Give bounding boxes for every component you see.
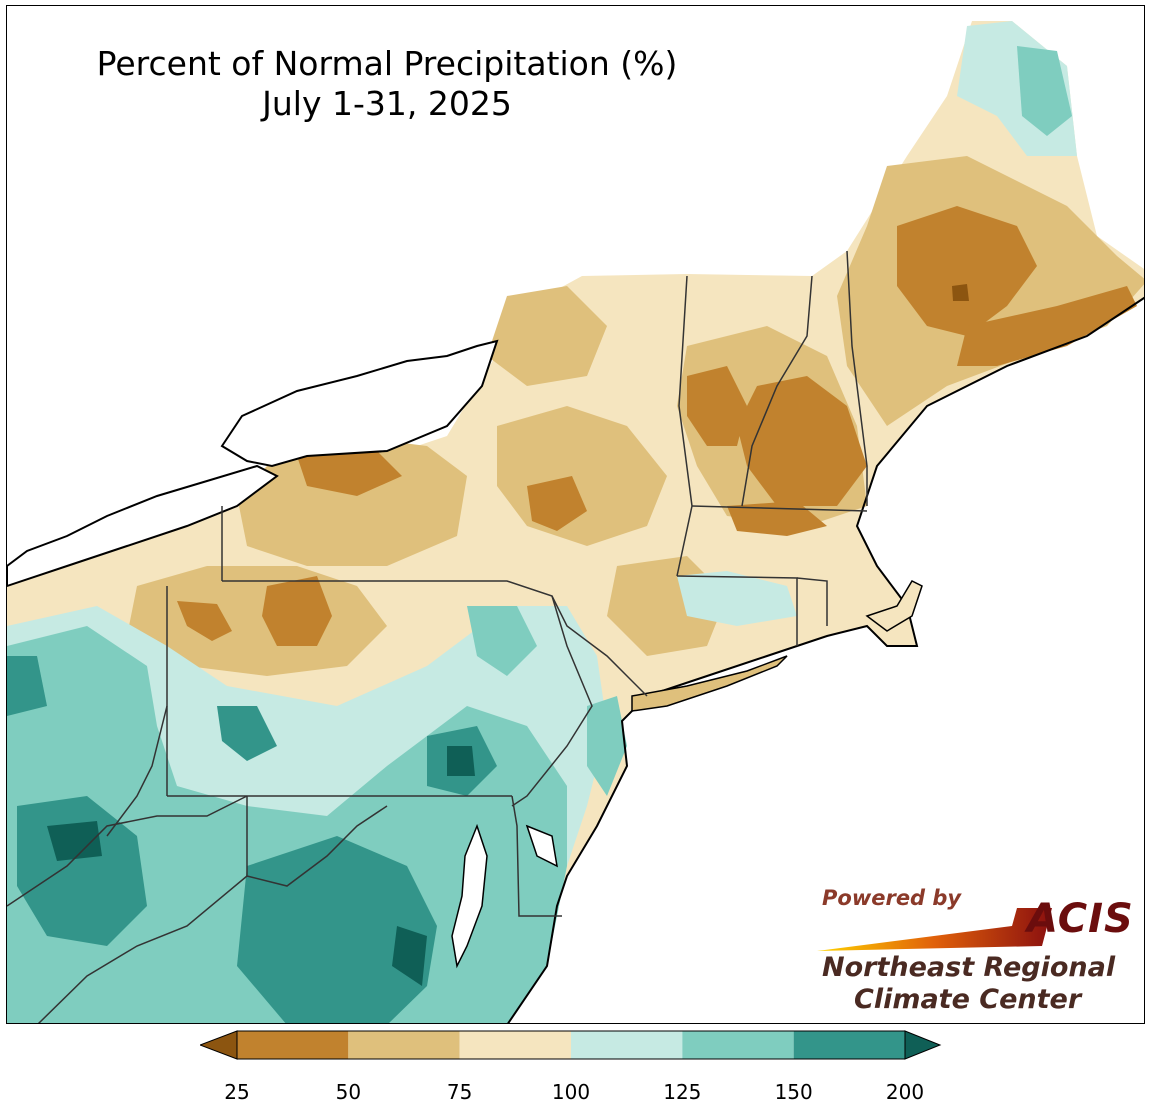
nrcc-name-line1: Northeast Regional [822, 952, 1116, 983]
map-subtitle: July 1-31, 2025 [262, 84, 512, 123]
legend-tick-label: 125 [663, 1080, 702, 1104]
ny-west-dry-region [237, 436, 467, 566]
wv-west-very-wet-region [7, 656, 47, 716]
ny-vt-border [676, 275, 693, 577]
acis-wordmark: ACIS [1027, 896, 1134, 942]
atlantic-coastline [507, 296, 1144, 1023]
legend-bin-50-75 [348, 1031, 460, 1059]
maine-coast-very-dry-region [957, 286, 1137, 366]
legend-under-arrow [200, 1030, 238, 1060]
extreme-dry-areas [952, 284, 969, 301]
legend-bin-100-125 [571, 1031, 683, 1059]
ny-pa-border [222, 580, 648, 697]
legend-tick-label: 100 [551, 1080, 591, 1104]
pa-north-very-dry-region [262, 576, 332, 646]
wv-md-border [7, 795, 248, 907]
legend-tick-label: 50 [335, 1080, 362, 1104]
nrcc-name-line2: Climate Center [854, 984, 1082, 1015]
legend-tick-label: 150 [774, 1080, 813, 1104]
ma-north-border [691, 505, 868, 512]
nj-moderately-wet-region [587, 696, 627, 796]
extreme-wet-areas [47, 746, 475, 986]
ny-north-dry-region [487, 286, 607, 386]
md-va-very-wet-region [237, 836, 437, 1023]
md-extreme-wet-spot [447, 746, 475, 776]
precipitation-map [7, 21, 1144, 1023]
legend-colorbar [200, 1030, 942, 1060]
legend-bin-150-200 [793, 1031, 905, 1059]
md-de-border [511, 795, 562, 917]
legend-bins [237, 1031, 905, 1059]
maine-north-moderately-wet-region [1017, 46, 1072, 136]
vt-very-dry-region [687, 366, 747, 446]
great-lakes [7, 339, 499, 588]
vt-nh-border [741, 275, 813, 507]
acis-swoosh-icon [817, 908, 1052, 951]
very-dry-areas [177, 206, 1137, 646]
maine-very-dry-region [897, 206, 1037, 336]
wv-va-border [37, 875, 248, 1023]
long-island [631, 655, 788, 712]
map-title: Percent of Normal Precipitation (%) [96, 44, 678, 83]
pa-west-very-wet-region [217, 706, 277, 761]
legend-over-arrow [904, 1030, 942, 1060]
nh-very-dry-region [737, 376, 867, 506]
lake-ontario [220, 339, 499, 468]
legend-bin-125-150 [682, 1031, 794, 1059]
ny-west-very-dry-region [297, 451, 402, 496]
delaware-bay [525, 824, 558, 868]
lake-erie [7, 464, 279, 588]
legend-tick-label: 75 [446, 1080, 473, 1104]
pa-nw-very-dry-region [177, 601, 232, 641]
oh-wv-border [106, 705, 168, 837]
legend-tick-label: 200 [885, 1080, 925, 1104]
pa-east-moderately-wet-region [467, 606, 537, 676]
legend-bin-25-50 [237, 1031, 349, 1059]
ma-ri-border [796, 577, 828, 626]
state-borders [7, 250, 868, 1023]
map-panel: Percent of Normal Precipitation (%) July… [6, 5, 1145, 1024]
legend-frame [236, 1030, 906, 1060]
va-md-border [246, 796, 388, 887]
legend-tick-label: 25 [224, 1080, 250, 1104]
wv-extreme-wet-spot [47, 821, 102, 861]
legend-bin-75-100 [459, 1031, 571, 1059]
acis-logo: Powered by ACIS Northeast Regional Clima… [812, 886, 1142, 1016]
nh-me-border [846, 250, 868, 506]
ny-central-very-dry-region [527, 476, 587, 531]
chesapeake-bay [451, 823, 488, 969]
maine-extreme-dry-spot [952, 284, 969, 301]
powered-by-text: Powered by [822, 886, 962, 910]
ct-wet-region [677, 571, 797, 626]
nj-pa-border [511, 595, 593, 807]
va-extreme-wet-spot [392, 926, 427, 986]
cape-cod [865, 580, 923, 632]
